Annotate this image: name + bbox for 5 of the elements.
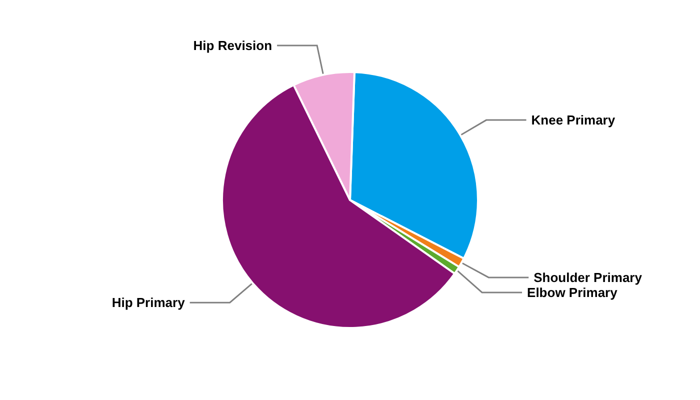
slice-label: Elbow Primary xyxy=(527,284,618,300)
slice-label: Hip Revision xyxy=(193,38,272,53)
slice-label: Shoulder Primary xyxy=(534,270,643,285)
slice-label: Hip Primary xyxy=(112,295,186,310)
slice-label: Knee Primary xyxy=(531,112,616,128)
